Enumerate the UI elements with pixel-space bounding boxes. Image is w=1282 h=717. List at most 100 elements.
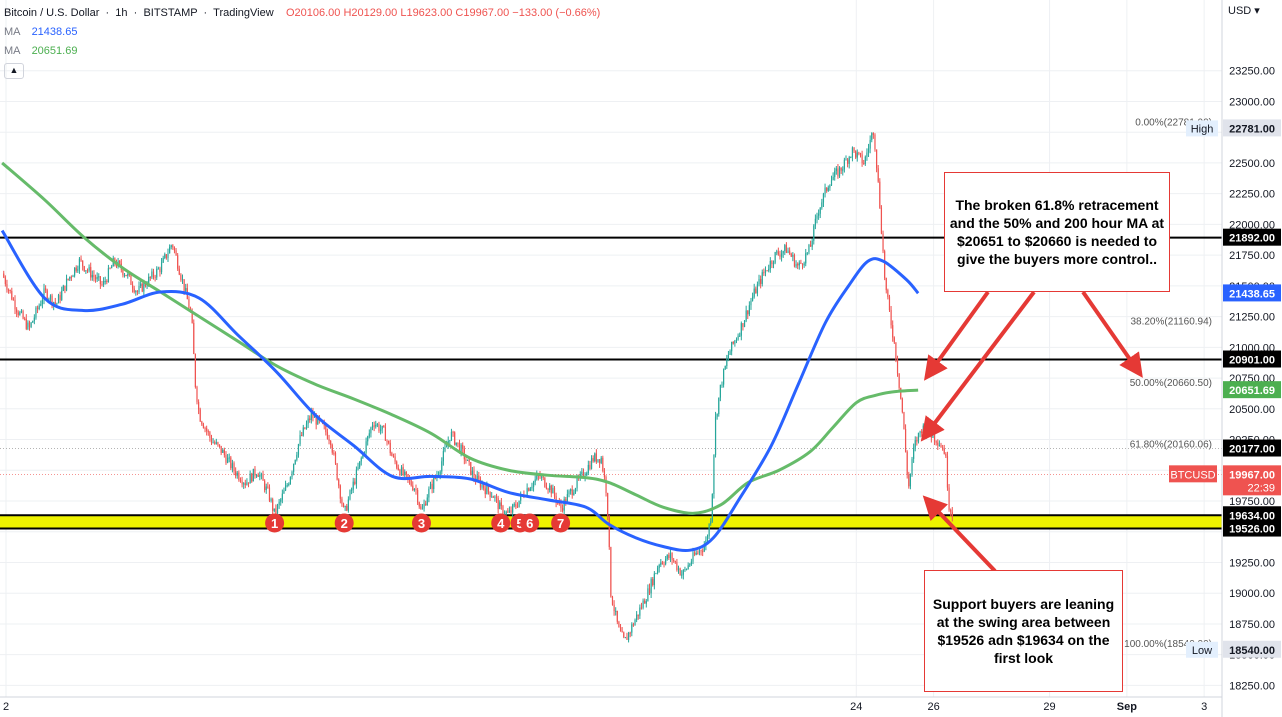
- candle-body: [851, 147, 854, 157]
- candle-body: [397, 467, 399, 470]
- candle-body: [207, 431, 209, 433]
- candle-body: [148, 276, 150, 286]
- candle-body: [687, 565, 689, 570]
- candle-body: [222, 449, 224, 453]
- candle-body: [159, 268, 161, 273]
- candle-body: [325, 425, 327, 433]
- candle-body: [154, 276, 156, 278]
- candle-body: [489, 491, 491, 497]
- candle-body: [378, 424, 380, 431]
- annotation-bottom-text: Support buyers are leaning at the swing …: [932, 596, 1115, 666]
- time-tick-label: 3: [1201, 701, 1207, 713]
- candle-body: [600, 457, 602, 464]
- candle-body: [797, 264, 799, 266]
- candle-body: [392, 456, 395, 458]
- candle-body: [339, 485, 341, 499]
- candle-body: [54, 302, 56, 304]
- candle-body: [487, 485, 490, 492]
- candle-body: [80, 258, 82, 261]
- ma1-price-label: 21438.65: [1229, 288, 1275, 300]
- symbol-row: Bitcoin / U.S. Dollar · 1h · BITSTAMP · …: [4, 7, 601, 19]
- candle-body: [895, 342, 897, 360]
- candle-body: [43, 288, 45, 300]
- candle-body: [845, 159, 847, 161]
- candle-body: [133, 288, 135, 293]
- candle-body: [933, 434, 936, 442]
- candle-body: [595, 453, 597, 462]
- candle-body: [246, 482, 248, 486]
- price-tick-label: 21750.00: [1229, 250, 1275, 262]
- candle-body: [93, 274, 95, 278]
- ma1-row[interactable]: MA 21438.65: [4, 23, 600, 42]
- candle-body: [212, 442, 214, 444]
- candle-body: [560, 502, 562, 509]
- candle-body: [146, 285, 148, 287]
- collapse-legend-icon[interactable]: ▲: [4, 63, 24, 79]
- candle-body: [127, 273, 129, 276]
- candle-body: [642, 600, 644, 608]
- swing-low-label: 4: [497, 516, 505, 531]
- candle-body: [660, 562, 662, 566]
- candle-body: [20, 311, 23, 313]
- candle-body: [694, 552, 696, 555]
- level-tag: [1223, 519, 1281, 537]
- swing-low-marker: [334, 513, 354, 533]
- candle-body: [198, 401, 200, 410]
- candle-body: [223, 449, 225, 455]
- candle-body: [478, 475, 480, 480]
- price-tick-label: 18250.00: [1229, 680, 1275, 692]
- candle-body: [940, 444, 942, 448]
- candle-body: [466, 459, 469, 461]
- candle-body: [684, 569, 686, 571]
- source: TradingView: [213, 7, 274, 19]
- fib-level-label: 61.80%(20160.06): [1130, 440, 1212, 451]
- candle-body: [951, 511, 953, 518]
- candle-body: [826, 187, 828, 191]
- candle-body: [829, 185, 831, 188]
- swing-low-marker: [265, 513, 285, 533]
- candle-body: [549, 485, 551, 490]
- candle-body: [756, 284, 759, 294]
- candle-body: [819, 207, 821, 214]
- candle-body: [252, 468, 254, 482]
- candle-body: [861, 154, 863, 164]
- candle-body: [210, 437, 213, 443]
- candle-body: [847, 159, 849, 164]
- chart-legend: Bitcoin / U.S. Dollar · 1h · BITSTAMP · …: [4, 4, 600, 79]
- candle-body: [102, 281, 105, 285]
- candle-body: [368, 433, 370, 437]
- candle-body: [561, 508, 564, 511]
- currency-selector[interactable]: USD ▾: [1228, 5, 1260, 17]
- candle-body: [96, 276, 98, 280]
- candle-body: [507, 511, 509, 513]
- candle-body: [173, 247, 176, 251]
- candle-body: [598, 459, 601, 464]
- candle-body: [313, 416, 316, 418]
- candle-body: [305, 423, 308, 429]
- price-tick-label: 22000.00: [1229, 219, 1275, 231]
- candle-body: [235, 471, 237, 476]
- candle-body: [776, 251, 778, 253]
- ma2-row[interactable]: MA 20651.69: [4, 42, 600, 61]
- candle-body: [769, 261, 771, 269]
- symbol-name[interactable]: Bitcoin / U.S. Dollar: [4, 7, 100, 19]
- candle-body: [157, 268, 159, 270]
- candle-body: [476, 475, 478, 482]
- candle-body: [165, 254, 167, 258]
- candle-body: [877, 168, 879, 182]
- ma1-price-tag: [1223, 284, 1281, 302]
- candle-body: [458, 443, 461, 453]
- annotation-arrow: [922, 495, 997, 573]
- candle-body: [407, 474, 409, 479]
- candle-body: [545, 486, 548, 489]
- candle-body: [483, 484, 485, 489]
- candle-body: [226, 457, 229, 463]
- timeframe[interactable]: 1h: [115, 7, 128, 19]
- ma-50-line: [0, 229, 920, 553]
- candle-body: [410, 480, 412, 486]
- candle-body: [185, 288, 187, 291]
- ohlc-open: O20106.00: [285, 7, 341, 19]
- candle-body: [90, 267, 92, 278]
- price-tick-label: 19750.00: [1229, 496, 1275, 508]
